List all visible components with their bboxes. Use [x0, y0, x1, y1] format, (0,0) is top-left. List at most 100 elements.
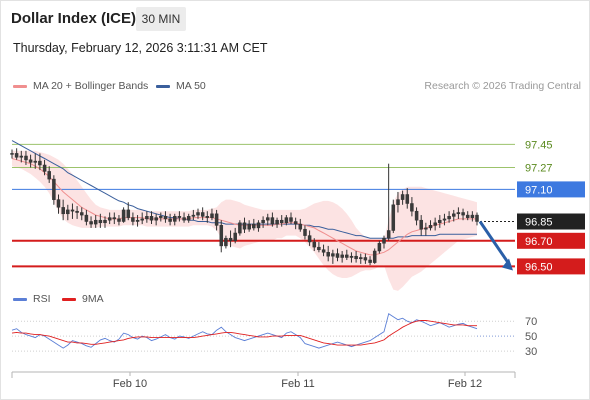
candle	[233, 227, 237, 244]
candle-body	[382, 237, 386, 244]
candle-body	[224, 237, 228, 247]
candle-body	[33, 160, 38, 163]
candle	[117, 215, 121, 226]
timeframe-button[interactable]: 30 MIN	[136, 7, 186, 31]
candle	[219, 220, 224, 253]
ma20-swatch	[13, 84, 27, 88]
candle	[112, 212, 117, 225]
candle-body	[452, 213, 456, 217]
candle	[289, 212, 293, 225]
candle	[75, 206, 79, 219]
candle-body	[396, 199, 400, 205]
candle	[359, 253, 363, 264]
candle	[177, 211, 182, 222]
candle	[19, 150, 24, 163]
candle	[154, 213, 158, 226]
candle-body	[177, 216, 182, 218]
candle-body	[121, 209, 126, 222]
candle-body	[321, 249, 326, 253]
candle-body	[117, 218, 121, 222]
rsi-line	[11, 312, 478, 349]
candle	[452, 209, 456, 222]
level-label-96-50: 96.50	[525, 261, 553, 273]
candle-body	[312, 241, 317, 248]
candle-body	[47, 171, 51, 180]
candle-body	[14, 153, 19, 158]
candle	[303, 225, 307, 240]
candle-body	[442, 218, 447, 221]
candle	[270, 212, 275, 227]
candle	[149, 211, 154, 225]
candles	[10, 148, 479, 266]
candle-body	[424, 227, 428, 230]
level-lines	[12, 143, 515, 268]
candle-body	[89, 221, 93, 225]
candle-body	[84, 214, 89, 222]
candle-body	[317, 246, 321, 251]
ma50-swatch	[156, 84, 170, 88]
candle-body	[52, 178, 56, 200]
candle	[66, 204, 70, 221]
level-label-96-70-bg	[517, 232, 585, 249]
candle-body	[66, 209, 70, 215]
candle	[261, 216, 265, 228]
level-label-97-10-bg	[517, 181, 585, 198]
candle	[24, 150, 28, 165]
x-axis: Feb 10 Feb 11 Feb 12	[11, 371, 516, 390]
candle	[475, 212, 479, 226]
candle-body	[433, 222, 437, 226]
candle-body	[205, 216, 210, 218]
candle	[10, 149, 14, 159]
candle	[121, 207, 126, 223]
candle-body	[252, 223, 256, 229]
candle	[424, 222, 428, 236]
level-label-96-70: 96.70	[525, 236, 553, 248]
level-labels: 97.45 97.27 97.10 96.85 96.70 96.50	[517, 139, 585, 275]
candle-body	[298, 223, 303, 230]
candle-body	[112, 217, 117, 220]
candle-body	[349, 255, 354, 258]
candle-body	[461, 212, 465, 216]
candle-body	[186, 216, 191, 221]
candle	[396, 191, 400, 213]
candle-body	[19, 155, 24, 158]
candle-body	[196, 212, 200, 216]
candle	[326, 245, 330, 262]
candle-body	[391, 204, 396, 231]
candle	[196, 208, 200, 219]
candle	[349, 252, 354, 263]
level-label-96-85-bg	[517, 213, 585, 230]
candle-body	[42, 164, 47, 172]
candle-body	[414, 210, 419, 221]
candle	[135, 215, 140, 227]
candle	[275, 217, 279, 228]
candle	[405, 188, 410, 209]
projection-arrow-shaft	[478, 220, 512, 267]
candle	[214, 209, 219, 231]
page-title: Dollar Index (ICE)	[11, 10, 137, 27]
candle-body	[228, 237, 233, 242]
candle-body	[386, 230, 391, 239]
candle	[372, 248, 377, 264]
candle-body	[345, 254, 349, 258]
candle-body	[275, 219, 279, 225]
candle	[33, 153, 38, 169]
candle-body	[465, 214, 470, 218]
candle	[433, 217, 437, 231]
candle-body	[368, 259, 372, 263]
candle-body	[210, 213, 214, 218]
candle-body	[149, 216, 154, 221]
candle-body	[126, 209, 131, 218]
candle	[456, 207, 461, 219]
legend-ma20-label: MA 20 + Bollinger Bands	[33, 80, 149, 92]
candle-body	[475, 214, 479, 222]
candle	[382, 235, 386, 249]
candle-body	[410, 203, 414, 212]
candle	[42, 159, 47, 176]
candle	[256, 220, 261, 232]
legend-ma50-label: MA 50	[176, 80, 206, 92]
candle	[419, 215, 423, 236]
candle	[461, 208, 465, 221]
candle-body	[173, 216, 177, 222]
